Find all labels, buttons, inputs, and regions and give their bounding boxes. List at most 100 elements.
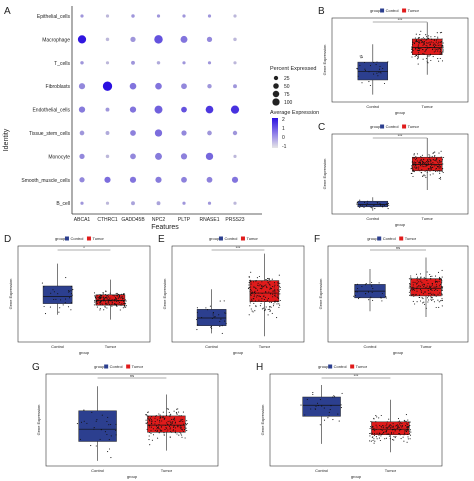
data-point [381,426,383,428]
legend-swatch-control [380,124,385,129]
data-point [261,308,263,310]
data-point [431,275,433,277]
size-legend-dot [272,90,280,98]
legend-label-control: Control [110,364,123,369]
data-point [321,405,323,407]
data-point [70,302,72,304]
data-point [416,276,419,278]
data-point [110,457,112,459]
data-point [429,43,431,45]
data-point [423,174,425,176]
data-point [256,295,258,297]
data-point [174,419,176,421]
data-point [433,39,436,41]
box-tumor [371,421,410,435]
data-point [413,153,415,155]
data-point [177,408,179,410]
data-point [96,300,98,302]
data-point [300,404,302,406]
data-point [265,300,267,303]
data-point [413,43,416,45]
dot [105,107,110,112]
plot-area [45,373,219,467]
data-point [267,314,269,316]
dotplot-ylabel: Identity [3,128,10,151]
data-point [435,160,437,162]
data-point [416,49,418,51]
data-point [429,54,432,56]
data-point [442,49,444,51]
data-point [439,41,441,43]
dot [105,131,110,135]
data-point [424,161,426,164]
data-point [438,48,440,50]
data-point [323,407,325,409]
data-point [119,309,121,311]
data-point [279,286,281,289]
data-point [422,293,424,295]
data-point [270,306,272,308]
data-point [419,273,422,275]
data-point [421,282,423,284]
data-point [409,424,411,427]
data-point [418,281,420,283]
dot [105,37,110,42]
data-point [104,306,106,308]
data-point [360,57,362,59]
data-point [388,425,390,427]
row-label: Epithelial_cells [37,14,71,20]
data-point [413,163,415,165]
data-point [121,304,123,306]
data-point [431,297,433,299]
dot [205,105,214,114]
data-point [415,294,417,296]
data-point [248,314,250,316]
data-point [376,438,378,440]
data-point [441,60,444,62]
row-label: T_cells [54,61,70,67]
plot-area [327,245,469,343]
data-point [146,415,148,417]
data-point [383,204,385,206]
data-point [375,64,377,66]
dot [233,201,237,205]
data-point [359,204,361,206]
data-point [410,165,413,167]
data-point [441,170,443,172]
data-point [106,304,108,306]
data-point [124,299,127,301]
data-point [409,434,412,436]
data-point [418,49,420,52]
data-point [413,157,415,159]
data-point [388,426,390,428]
data-point [413,161,415,163]
data-point [404,429,406,431]
data-point [58,311,60,313]
data-point [121,296,123,298]
legend-label-tumor: Tumor [132,364,144,369]
data-point [256,296,258,298]
data-point [278,306,280,308]
data-point [421,297,423,299]
data-point [353,295,355,297]
color-legend-label: -1 [282,144,287,150]
data-point [427,164,429,166]
y-axis-label: Gene Expression [162,279,167,310]
data-point [381,292,383,295]
data-point [440,300,442,302]
data-point [414,303,416,305]
x-axis-label: group [351,474,362,479]
data-point [421,163,423,165]
data-point [180,415,182,417]
data-point [149,426,151,428]
dot [180,153,188,160]
data-point [418,52,420,54]
data-point [414,294,416,296]
data-point [437,166,439,168]
data-point [439,172,441,175]
data-point [163,434,165,436]
box-control [302,396,341,417]
data-point [219,325,221,327]
data-point [105,295,107,297]
data-point [156,428,158,430]
